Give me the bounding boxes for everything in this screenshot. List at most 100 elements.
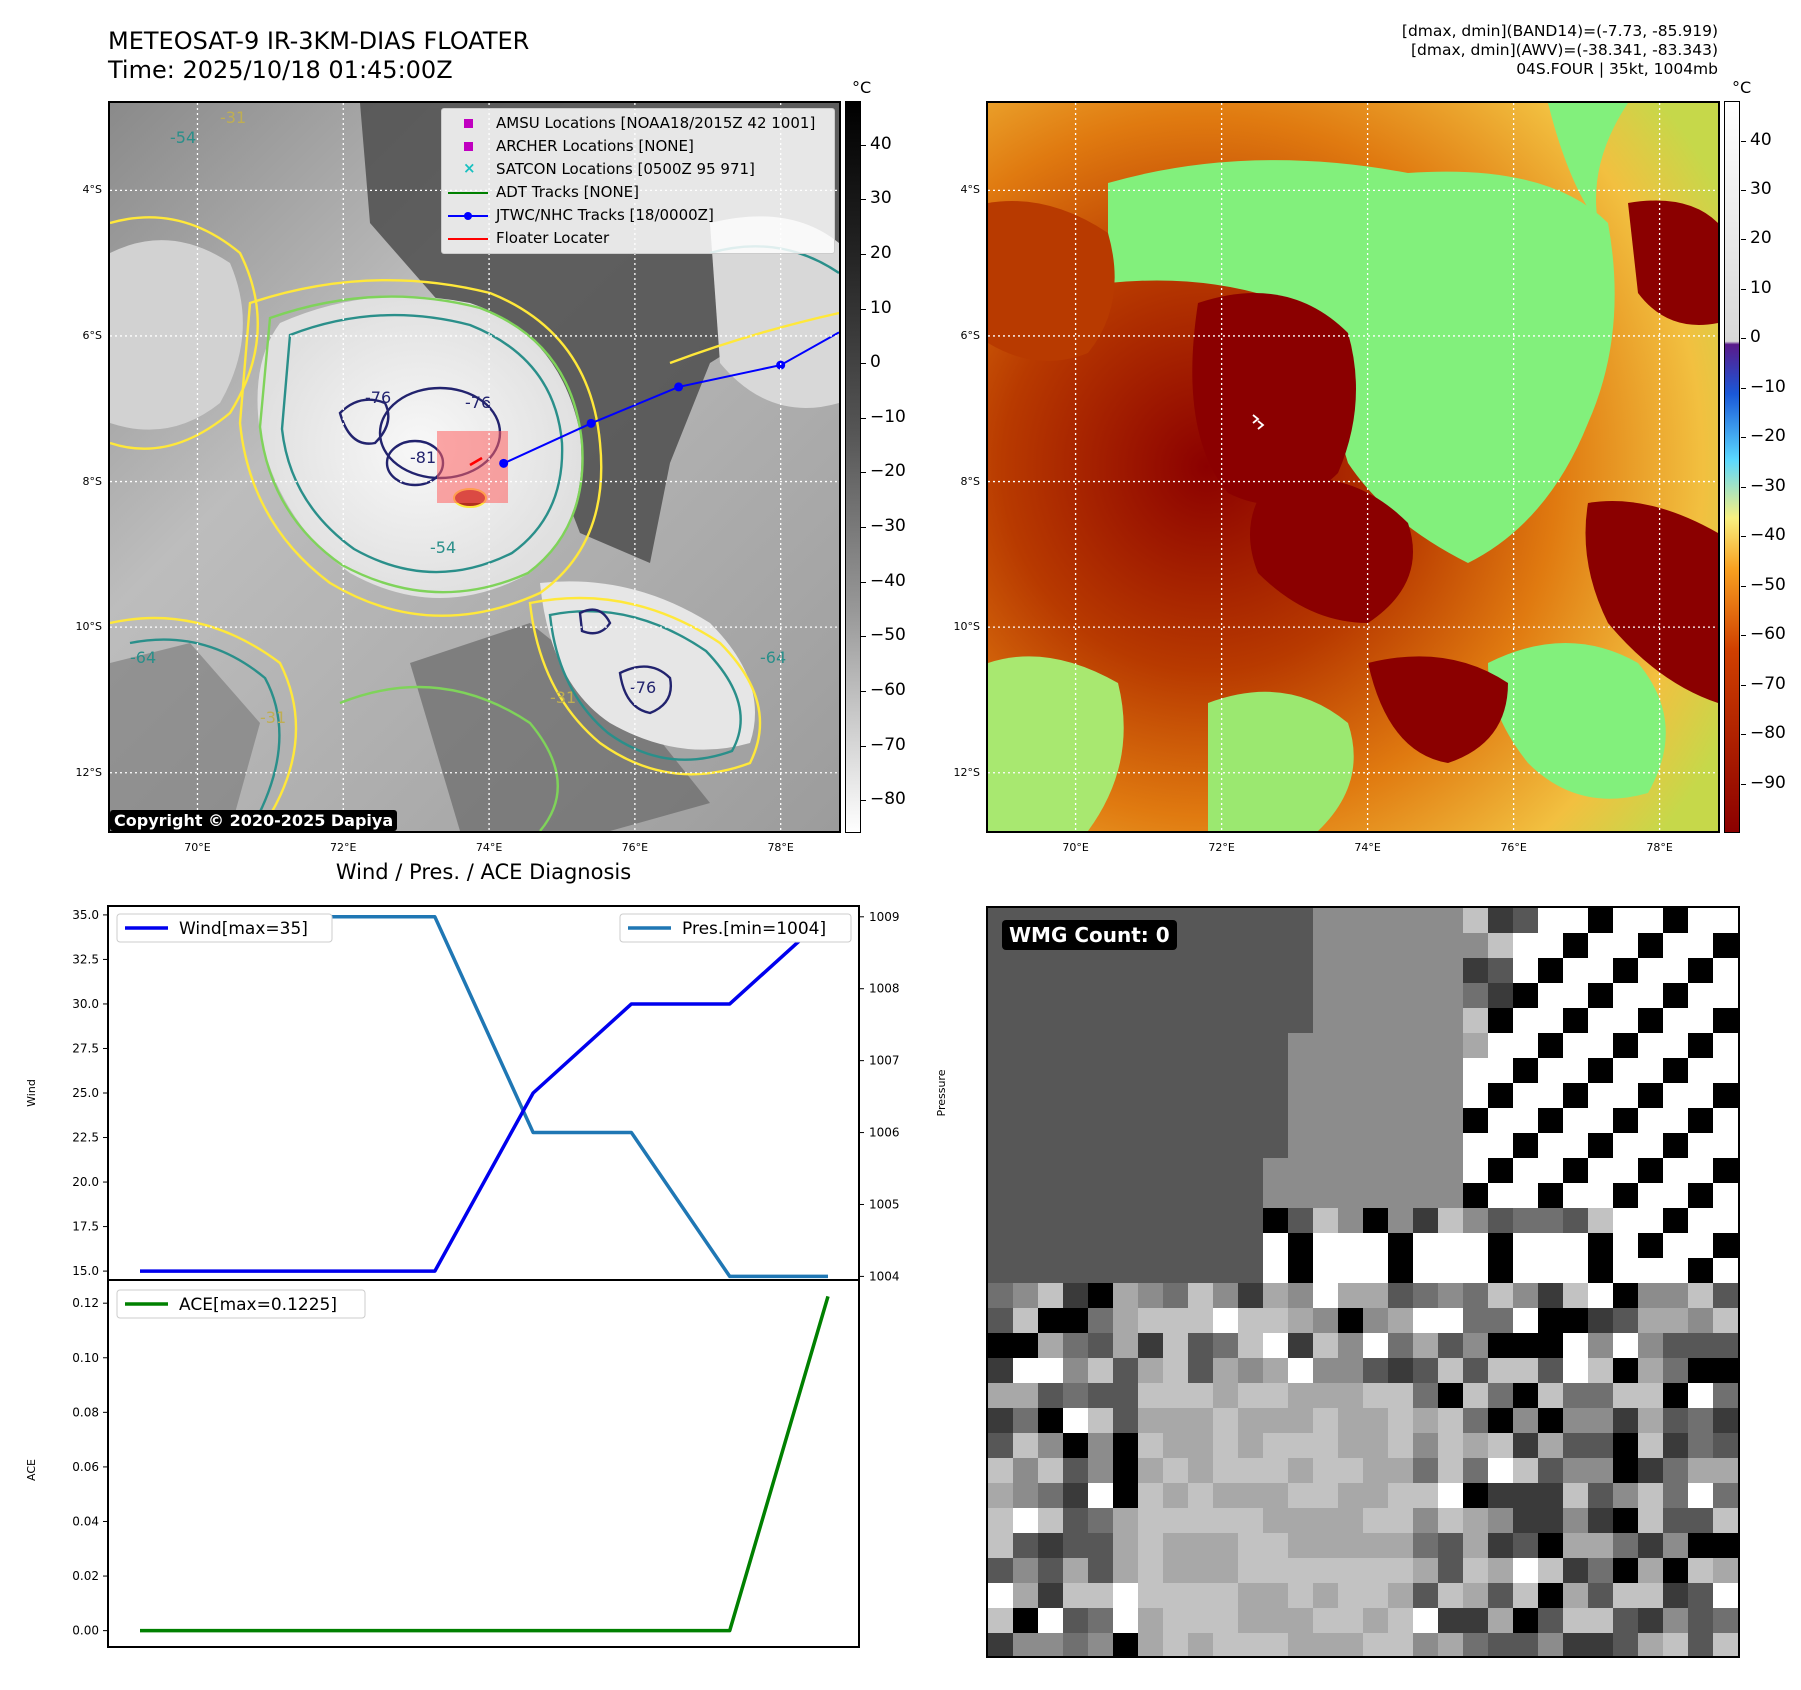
colorbar_left-tickmark-12 (861, 800, 866, 802)
colorbar_left-tick-6: −20 (870, 461, 906, 482)
awv-map-gridlines (988, 103, 1718, 831)
colorbar_left-tickmark-5 (861, 417, 866, 419)
wind-axis-tick-2: 30.0 (72, 997, 99, 1011)
legend-item-5: Floater Locater (442, 227, 834, 250)
contour-label-31-b: -31 (550, 688, 576, 707)
ace-axis-tick-6: 0.00 (72, 1624, 99, 1638)
pres-legend-label: Pres.[min=1004] (682, 919, 826, 939)
jtwc-track (499, 331, 839, 468)
pres-axis-tick-0: 1009 (869, 910, 900, 924)
ace-axis-tick-2: 0.08 (72, 1405, 99, 1419)
track-point-0 (499, 458, 509, 468)
colorbar_right-tick-6: −20 (1750, 426, 1786, 447)
colorbar_right-tick-1: 30 (1750, 179, 1772, 200)
colorbar_left-tick-10: −60 (870, 679, 906, 700)
track-point-2 (674, 382, 684, 392)
colorbar_left-tick-8: −40 (870, 570, 906, 591)
colorbar_right-tick-11: −70 (1750, 673, 1786, 694)
colorbar_left-tickmark-7 (861, 527, 866, 529)
ace-frame (107, 1279, 860, 1648)
right-lat-tick-3: 10°S (953, 620, 980, 634)
colorbar_right-tick-5: −10 (1750, 376, 1786, 397)
legend-item-0: AMSU Locations [NOAA18/2015Z 42 1001] (442, 112, 834, 135)
colorbar_right-tickmark-7 (1741, 486, 1746, 488)
left-lon-tick-4: 78°E (767, 841, 794, 854)
colorbar_right-tickmark-4 (1741, 338, 1746, 340)
contour-label-81: -81 (410, 448, 436, 467)
left-lat-tick-0: 4°S (82, 183, 102, 197)
wind-axis-tick-4: 25.0 (72, 1086, 99, 1100)
colorbar_right-tickmark-12 (1741, 734, 1746, 736)
pres-axis-tick-2: 1007 (869, 1054, 900, 1068)
wind-legend-label: Wind[max=35] (179, 919, 308, 939)
contour-label-54-b: -54 (170, 128, 196, 147)
legend-label-4: JTWC/NHC Tracks [18/0000Z] (496, 206, 714, 224)
colorbar_left-tickmark-1 (861, 199, 866, 201)
pres-axis-tick-1: 1008 (869, 982, 900, 996)
colorbar_right-tick-8: −40 (1750, 525, 1786, 546)
right-colorbar-unit: °C (1732, 78, 1752, 97)
wind-axis-tick-1: 32.5 (72, 952, 99, 966)
legend-label-2: SATCON Locations [0500Z 95 971] (496, 160, 755, 178)
floater-locater (469, 456, 483, 467)
wind-axis-tick-3: 27.5 (72, 1041, 99, 1055)
ace-axis-label: ACE (25, 1459, 38, 1481)
copyright-label: Copyright © 2020-2025 Dapiya (110, 810, 398, 831)
right-lon-tick-1: 72°E (1208, 841, 1235, 854)
colorbar_right-tickmark-3 (1741, 288, 1746, 290)
legend-label-5: Floater Locater (496, 229, 610, 247)
colorbar_right-tickmark-11 (1741, 684, 1746, 686)
colorbar_left-tickmark-11 (861, 745, 866, 747)
wmg-grid (988, 908, 1738, 1656)
left-lon-tick-1: 72°E (330, 841, 357, 854)
contour-label-64-a: -64 (130, 648, 156, 667)
wind-axis-tick-6: 20.0 (72, 1175, 99, 1189)
colorbar_right-tick-10: −60 (1750, 624, 1786, 645)
legend-label-3: ADT Tracks [NONE] (496, 183, 640, 201)
legend-item-1: ARCHER Locations [NONE] (442, 135, 834, 158)
left-lat-tick-4: 12°S (75, 765, 102, 779)
colorbar_left-tickmark-8 (861, 581, 866, 583)
colorbar_left-tickmark-9 (861, 636, 866, 638)
colorbar_left-tickmark-3 (861, 308, 866, 310)
colorbar_left-tick-0: 40 (870, 133, 892, 154)
wind-axis-tick-0: 35.0 (72, 908, 99, 922)
ace-axis-tick-0: 0.12 (72, 1296, 99, 1310)
ace-axis-tick-3: 0.06 (72, 1460, 99, 1474)
colorbar_left-tickmark-2 (861, 253, 866, 255)
track-point-1 (586, 418, 596, 428)
ir-map-panel: -76 -76 -81 -76 -54 -54 -64 -64 -31 -31 … (108, 101, 841, 833)
colorbar_right-tick-0: 40 (1750, 129, 1772, 150)
map-legend: AMSU Locations [NOAA18/2015Z 42 1001] ARC… (441, 108, 835, 254)
colorbar_left-tick-7: −30 (870, 516, 906, 537)
awv-map-panel (986, 101, 1720, 833)
ace-axis-tick-1: 0.10 (72, 1351, 99, 1365)
wind-axis-tick-8: 15.0 (72, 1264, 99, 1278)
floater-box (437, 431, 508, 503)
legend-label-0: AMSU Locations [NOAA18/2015Z 42 1001] (496, 114, 816, 132)
colorbar_right-tick-12: −80 (1750, 723, 1786, 744)
wind-axis-label: Wind (25, 1079, 38, 1107)
wind-axis-tick-5: 22.5 (72, 1131, 99, 1145)
info-line-2: [dmax, dmin](AWV)=(-38.341, -83.343) (1411, 41, 1718, 59)
colorbar_right-tick-9: −50 (1750, 574, 1786, 595)
ace-series-line (140, 1295, 830, 1633)
colorbar_right-tickmark-6 (1741, 437, 1746, 439)
wmg-count-label: WMG Count: 0 (1002, 920, 1177, 950)
ace-legend: ACE[max=0.1225] (116, 1289, 366, 1319)
diag-title: Wind / Pres. / ACE Diagnosis (335, 860, 632, 884)
pres-axis-label: Pressure (935, 1069, 948, 1116)
pres-axis-tick-4: 1005 (869, 1197, 900, 1211)
colorbar_left-tick-5: −10 (870, 406, 906, 427)
right-lat-tick-0: 4°S (960, 183, 980, 197)
legend-label-1: ARCHER Locations [NONE] (496, 137, 694, 155)
left-lat-tick-2: 8°S (82, 474, 102, 488)
colorbar_right-tickmark-13 (1741, 783, 1746, 785)
right-lat-tick-4: 12°S (953, 765, 980, 779)
colorbar_left-tickmark-0 (861, 144, 866, 146)
left-lon-tick-0: 70°E (184, 841, 211, 854)
colorbar_right-tick-3: 10 (1750, 277, 1772, 298)
wind-pres-frame (107, 905, 860, 1281)
pres-legend: Pres.[min=1004] (619, 913, 852, 943)
colorbar_right-tick-4: 0 (1750, 327, 1761, 348)
